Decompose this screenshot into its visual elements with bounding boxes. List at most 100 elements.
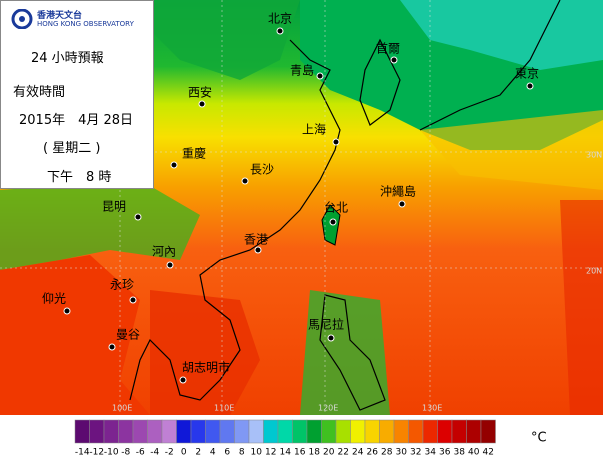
city-dot [134, 213, 142, 221]
cool-region [140, 0, 300, 80]
legend-label: 34 [425, 448, 437, 458]
city-dot [63, 307, 71, 315]
legend-swatch [132, 419, 148, 444]
city-dot [170, 161, 178, 169]
legend-swatch [176, 419, 192, 444]
legend-label: 36 [439, 448, 451, 458]
city-label: 馬尼拉 [308, 317, 344, 332]
header-box: 香港天文台 HONG KONG OBSERVATORY 24 小時預報 有效時間… [0, 0, 154, 189]
legend-swatch [74, 419, 90, 444]
coastline [419, 0, 561, 131]
legend-label: 28 [381, 448, 393, 458]
legend-label: 32 [410, 448, 421, 458]
legend-swatch [480, 419, 496, 444]
legend-label: -12 [89, 448, 104, 458]
valid-label: 有效時間 [13, 85, 66, 100]
legend-swatch [451, 419, 467, 444]
legend-label: 10 [251, 448, 263, 458]
legend-label: 0 [181, 448, 187, 458]
legend-swatch [422, 419, 438, 444]
graticule-label: 130E [422, 404, 442, 413]
legend-swatch [205, 419, 221, 444]
legend-label: 8 [239, 448, 245, 458]
city-dot [198, 100, 206, 108]
city-label: 西安 [188, 85, 212, 100]
city-dot [254, 246, 262, 254]
legend-swatch [408, 419, 424, 444]
logo-chinese: 香港天文台 [37, 11, 83, 21]
legend-label: 38 [454, 448, 466, 458]
legend-label: 18 [309, 448, 321, 458]
legend-swatch [161, 419, 177, 444]
hot-region [150, 290, 260, 415]
city-label: 胡志明市 [182, 360, 230, 375]
city-dot [327, 334, 335, 342]
graticule-label: 20N [586, 267, 602, 276]
legend-swatch [335, 419, 351, 444]
legend-label: 30 [396, 448, 408, 458]
legend-swatch [277, 419, 293, 444]
legend-swatch [263, 419, 279, 444]
legend-label: 24 [352, 448, 364, 458]
graticule-label: 110E [214, 404, 234, 413]
city-label: 沖繩島 [380, 184, 416, 199]
city-dot [398, 200, 406, 208]
city-dot [390, 56, 398, 64]
forecast-title: 24 小時預報 [31, 51, 104, 66]
city-dot [166, 261, 174, 269]
legend-swatch [466, 419, 482, 444]
valid-weekday: ( 星期二 ) [43, 141, 101, 156]
legend-swatch [190, 419, 206, 444]
legend-swatch [103, 419, 119, 444]
legend-label: -6 [136, 448, 145, 458]
city-label: 長沙 [250, 163, 274, 177]
coastline [359, 38, 401, 126]
city-dot [329, 218, 337, 226]
valid-time: 下午 8 時 [47, 170, 112, 185]
legend-label: -2 [165, 448, 174, 458]
city-label: 仰光 [42, 291, 66, 306]
legend-label: 22 [338, 448, 349, 458]
city-dot [108, 343, 116, 351]
city-dot [276, 27, 284, 35]
legend-swatch [393, 419, 409, 444]
legend-label: 4 [210, 448, 216, 458]
city-label: 東京 [515, 67, 539, 81]
city-dot [316, 72, 324, 80]
hot-region [0, 255, 150, 415]
city-label: 永珍 [110, 278, 134, 292]
legend-label: 6 [224, 448, 230, 458]
legend-label: -10 [104, 448, 119, 458]
legend-label: -4 [150, 448, 159, 458]
city-dot [526, 82, 534, 90]
city-dot [179, 376, 187, 384]
cool-region [400, 0, 603, 70]
legend-label: 2 [195, 448, 201, 458]
city-label: 河內 [152, 245, 176, 259]
logo-icon [11, 9, 33, 29]
city-label: 香港 [244, 233, 268, 247]
warm-region [420, 110, 603, 190]
legend-swatch [437, 419, 453, 444]
legend-label: 20 [323, 448, 335, 458]
legend-label: 42 [483, 448, 494, 458]
city-label: 曼谷 [116, 328, 140, 342]
legend-swatch [364, 419, 380, 444]
valid-date: 2015年 4月 28日 [19, 113, 134, 128]
legend-label: 26 [367, 448, 379, 458]
legend-swatch [292, 419, 308, 444]
legend-swatch [306, 419, 322, 444]
island [321, 204, 341, 246]
graticule-label: 30N [586, 151, 602, 160]
legend-label: 14 [280, 448, 292, 458]
legend-label: -14 [75, 448, 90, 458]
coastline [129, 39, 341, 401]
legend-swatch [350, 419, 366, 444]
graticule-label: 120E [318, 404, 338, 413]
city-dot [129, 296, 137, 304]
city-label: 青島 [290, 63, 314, 78]
city-label: 北京 [268, 12, 292, 26]
coastline [319, 294, 386, 411]
